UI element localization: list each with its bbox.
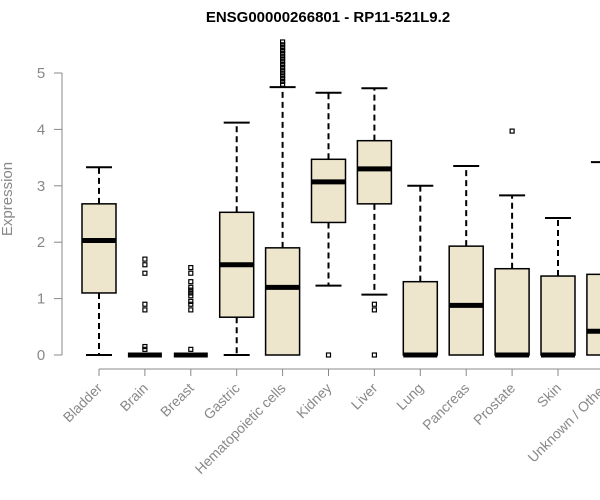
x-tick-label: Pancreas: [419, 380, 472, 433]
y-tick-label: 5: [37, 65, 45, 82]
x-tick-label: Breast: [157, 380, 197, 420]
y-tick-label: 1: [37, 291, 45, 308]
x-tick-label: Hematopoietic cells: [192, 380, 289, 477]
box-breast: [173, 264, 208, 358]
outlier-point: [188, 298, 194, 305]
outlier-point: [280, 70, 286, 76]
outlier-point: [188, 293, 194, 299]
y-tick-label: 2: [37, 234, 45, 251]
box-body: [402, 280, 439, 356]
outlier-point: [188, 284, 194, 290]
outlier-point: [188, 301, 194, 307]
outlier-point: [280, 67, 286, 73]
outlier-point: [280, 56, 286, 62]
outlier-point: [142, 256, 148, 262]
y-axis-label: Expression: [0, 162, 16, 236]
box-liver: [356, 87, 393, 358]
x-tick-label: Kidney: [293, 380, 335, 422]
y-tick-label: 3: [37, 178, 45, 195]
y-tick-label: 4: [37, 121, 45, 138]
outlier-point: [509, 128, 515, 134]
box-body: [448, 245, 484, 356]
box-body: [310, 158, 347, 224]
outlier-point: [280, 61, 286, 68]
box-body: [264, 247, 301, 356]
box-pancreas: [448, 165, 484, 356]
box-lung: [402, 184, 439, 358]
outlier-point: [188, 307, 194, 313]
box-skin: [540, 216, 576, 358]
box-bladder: [81, 166, 117, 356]
outlier-point: [188, 270, 194, 276]
outlier-point: [371, 307, 377, 313]
box-body: [586, 273, 600, 356]
chart-title: ENSG00000266801 - RP11-521L9.2: [206, 9, 450, 26]
outlier-point: [325, 352, 332, 358]
box-prostate: [494, 128, 530, 358]
outlier-point: [142, 270, 148, 276]
x-tick-label: Bladder: [60, 380, 106, 426]
outlier-point: [142, 307, 148, 313]
box-body: [540, 275, 576, 356]
outlier-point: [371, 301, 377, 307]
box-hematopoietic-cells: [264, 39, 301, 356]
outlier-point: [280, 64, 286, 70]
outlier-point: [280, 39, 286, 45]
x-tick-label: Prostate: [470, 380, 518, 428]
box-body: [494, 267, 530, 356]
outlier-point: [142, 301, 148, 307]
outlier-point: [280, 53, 286, 59]
outlier-point: [280, 78, 286, 85]
outlier-point: [142, 343, 148, 350]
outlier-point: [371, 352, 377, 358]
outlier-point: [280, 76, 286, 82]
x-tick-label: Skin: [534, 380, 565, 411]
y-axis: 0 1 2 3 4 5: [37, 65, 63, 364]
outlier-point: [280, 47, 286, 54]
outlier-point: [188, 287, 194, 293]
outlier-point: [188, 290, 194, 296]
outlier-point: [188, 264, 194, 271]
x-tick-label: Gastric: [200, 380, 243, 423]
box-body: [356, 139, 393, 205]
box-brain: [127, 256, 162, 358]
outlier-point: [280, 73, 286, 79]
box-kidney: [310, 91, 347, 358]
outlier-point: [280, 50, 286, 56]
outlier-point: [188, 346, 194, 352]
box-body: [81, 203, 117, 294]
y-tick-label: 0: [37, 347, 45, 364]
box-gastric: [218, 121, 255, 356]
box-unknown-other: [586, 161, 600, 356]
outlier-point: [142, 346, 148, 352]
outlier-point: [188, 279, 194, 285]
x-tick-label: Brain: [117, 380, 151, 414]
box-series: [81, 39, 600, 358]
outlier-point: [280, 81, 286, 87]
x-tick-label: Liver: [348, 380, 381, 413]
outlier-point: [142, 262, 148, 268]
outlier-point: [280, 45, 286, 51]
x-tick-label: Lung: [393, 380, 426, 413]
outlier-point: [280, 59, 286, 65]
outlier-point: [280, 42, 286, 48]
